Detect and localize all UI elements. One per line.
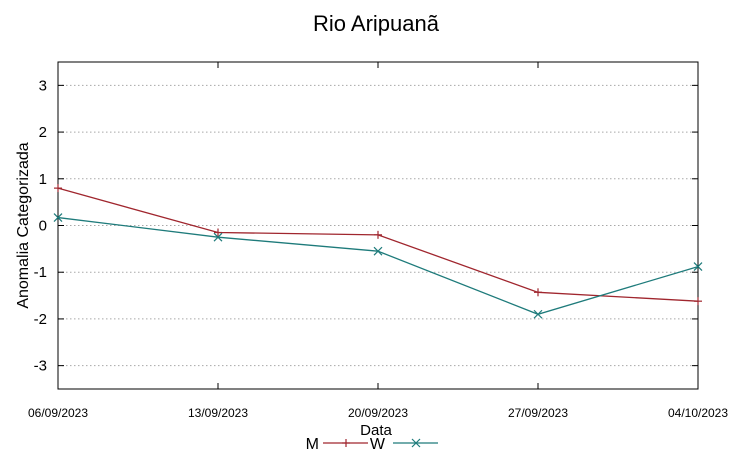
x-tick-label: 06/09/2023	[28, 406, 88, 420]
y-tick-label: -1	[34, 264, 47, 281]
x-tick-label: 13/09/2023	[188, 406, 248, 420]
grid-lines	[58, 84, 698, 367]
x-tick-label: 20/09/2023	[348, 406, 408, 420]
data-point-w-4	[693, 262, 703, 272]
y-axis-label: Anomalia Categorizada	[15, 142, 32, 308]
data-point-w-1	[213, 232, 223, 242]
data-point-w-3	[533, 309, 543, 319]
data-point-m-2	[374, 230, 382, 239]
x-tick-label: 04/10/2023	[668, 406, 728, 420]
y-tick-label: -3	[34, 358, 47, 375]
legend-marker-w	[411, 438, 421, 448]
data-point-w-2	[373, 246, 383, 256]
data-point-w-0	[53, 213, 63, 222]
series-line-m	[57, 187, 699, 302]
x-axis-label: Data	[360, 422, 392, 439]
x-axis: 06/09/2023 13/09/2023 20/09/2023 27/09/2023…	[28, 62, 728, 420]
chart-title: Rio Aripuanã	[313, 11, 440, 36]
y-tick-label: 3	[39, 77, 47, 94]
y-tick-label: -2	[34, 311, 47, 328]
y-tick-label: 2	[39, 124, 47, 141]
data-point-m-0	[54, 184, 62, 193]
legend-marker-m	[342, 439, 350, 447]
y-tick-label: 0	[39, 218, 47, 235]
legend-label-m: M	[306, 436, 319, 453]
data-point-m-1	[214, 228, 222, 237]
data-point-m-4	[694, 297, 702, 306]
y-tick-label: 1	[39, 171, 47, 188]
data-point-m-3	[534, 288, 542, 297]
y-axis: -3 -2 -1 0 1 2 3	[34, 77, 698, 375]
series-layer	[53, 184, 703, 319]
legend-label-w: W	[370, 436, 386, 453]
x-tick-label: 27/09/2023	[508, 406, 568, 420]
